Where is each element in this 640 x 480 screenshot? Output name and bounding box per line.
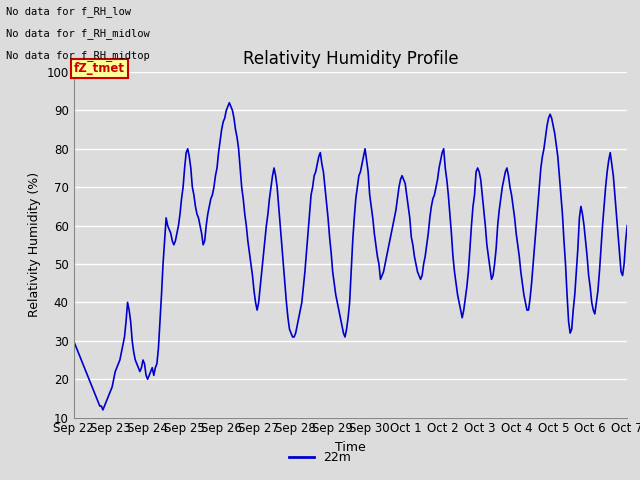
Y-axis label: Relativity Humidity (%): Relativity Humidity (%) <box>28 172 41 317</box>
Legend: 22m: 22m <box>284 446 356 469</box>
Title: Relativity Humidity Profile: Relativity Humidity Profile <box>243 49 458 68</box>
X-axis label: Time: Time <box>335 441 366 454</box>
Text: No data for f_RH_low: No data for f_RH_low <box>6 6 131 17</box>
Text: No data for f_RH_midtop: No data for f_RH_midtop <box>6 49 150 60</box>
Text: No data for f_RH_midlow: No data for f_RH_midlow <box>6 28 150 39</box>
Text: fZ_tmet: fZ_tmet <box>74 62 125 75</box>
